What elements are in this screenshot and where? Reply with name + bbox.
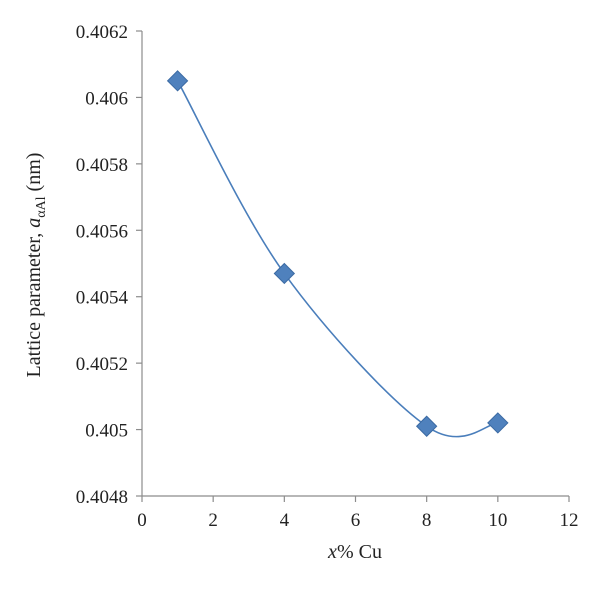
y-tick-label: 0.4052 bbox=[76, 354, 128, 375]
trend-curve-layer bbox=[176, 80, 498, 438]
y-tick-label: 0.405 bbox=[85, 421, 128, 442]
tick-labels: 0 2 4 6 8 10 12 0.4048 0.405 0.4052 0.4054 0.4056 0.… bbox=[76, 22, 579, 531]
data-point-marker bbox=[166, 70, 189, 92]
y-axis-title-symbol: a bbox=[23, 218, 45, 228]
data-point-marker bbox=[487, 412, 509, 434]
x-tick-label: 6 bbox=[351, 510, 361, 531]
y-axis-title-prefix: Lattice parameter, bbox=[23, 228, 45, 378]
x-tick-label: 0 bbox=[137, 510, 147, 531]
y-tick-label: 0.406 bbox=[85, 88, 128, 109]
y-tick-label: 0.4054 bbox=[76, 288, 129, 309]
series-0-trend-line bbox=[176, 80, 498, 438]
y-axis-title-suffix: (nm) bbox=[23, 153, 45, 197]
x-tick-label: 8 bbox=[422, 510, 432, 531]
x-tick-label: 12 bbox=[560, 510, 579, 531]
x-tick-label: 2 bbox=[208, 510, 218, 531]
data-markers bbox=[166, 70, 509, 437]
x-axis-title-rest: % Cu bbox=[337, 541, 382, 563]
x-axis-title: x% Cu bbox=[327, 541, 382, 563]
x-axis-title-italic: x bbox=[327, 541, 337, 563]
y-tick-label: 0.4062 bbox=[76, 22, 128, 43]
y-tick-label: 0.4058 bbox=[76, 155, 128, 176]
x-tick-label: 4 bbox=[280, 510, 290, 531]
data-point-marker bbox=[273, 262, 296, 285]
y-axis-title: Lattice parameter, aαAl (nm) bbox=[23, 153, 49, 378]
y-axis-title-subscript: αAl bbox=[34, 196, 49, 217]
x-tick-label: 10 bbox=[488, 510, 507, 531]
y-tick-label: 0.4056 bbox=[76, 221, 128, 242]
data-point-marker bbox=[415, 415, 438, 437]
y-tick-label: 0.4048 bbox=[76, 487, 128, 508]
axes bbox=[136, 30, 570, 502]
